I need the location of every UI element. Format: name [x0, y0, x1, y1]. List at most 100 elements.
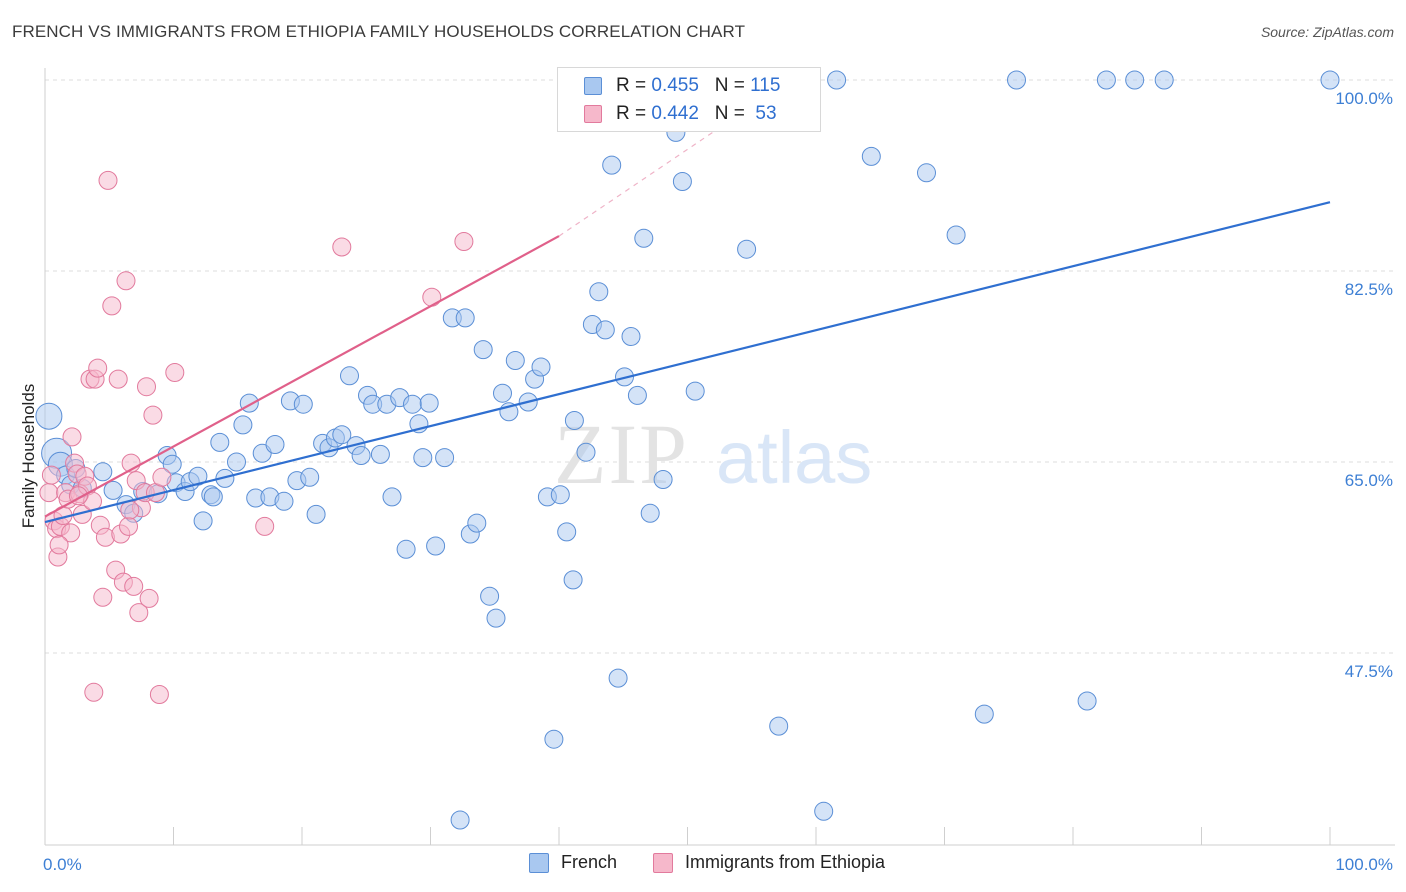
ethiopia-point — [139, 588, 159, 608]
french-point — [351, 446, 371, 465]
y-tick-label: 100.0% — [1335, 89, 1393, 108]
french-point — [455, 308, 475, 328]
french-point — [382, 487, 402, 507]
ethiopia-point — [149, 685, 169, 704]
french-point — [265, 435, 285, 454]
french-point — [274, 491, 294, 511]
legend-swatch-french — [584, 77, 602, 95]
french-point — [563, 570, 583, 590]
french-point — [370, 444, 390, 464]
french-points — [35, 70, 1340, 830]
ethiopia-point — [102, 296, 122, 316]
ethiopia-point — [61, 523, 81, 543]
french-point — [576, 442, 596, 462]
french-point — [486, 608, 506, 628]
ethiopia-point — [98, 170, 118, 190]
french-point — [162, 454, 182, 474]
ethiopia-point — [143, 405, 163, 425]
ethiopia-point — [120, 500, 140, 520]
french-trend-line — [44, 201, 1331, 524]
french-point — [653, 470, 673, 489]
ethiopia-point — [422, 287, 442, 307]
french-point — [672, 172, 692, 191]
french-point — [35, 402, 63, 430]
french-point — [589, 282, 609, 302]
french-point — [827, 70, 847, 90]
x-tick-label-max: 100.0% — [1335, 855, 1393, 874]
y-tick-label: 47.5% — [1345, 662, 1393, 681]
french-point — [493, 383, 512, 403]
french-point — [332, 425, 352, 445]
french-point — [480, 586, 500, 606]
french-point — [435, 448, 455, 468]
french-point — [564, 411, 584, 430]
french-point — [595, 320, 615, 340]
french-point — [557, 522, 577, 542]
bottom-legend-ethiopia[interactable]: Immigrants from Ethiopia — [653, 852, 885, 873]
ethiopia-point — [454, 232, 474, 251]
french-point — [413, 448, 433, 468]
ethiopia-point — [129, 603, 149, 623]
french-point — [227, 452, 246, 472]
french-point — [473, 340, 493, 360]
french-point — [103, 480, 123, 500]
legend-row-french: R = 0.455 N = 115 — [558, 71, 820, 101]
ethiopia-point — [137, 377, 156, 397]
legend-r-value: 0.442 — [651, 103, 699, 124]
y-axis-title: Family Households — [19, 384, 38, 529]
bottom-legend: French Immigrants from Ethiopia — [0, 852, 1406, 878]
french-point — [396, 539, 416, 559]
french-point — [602, 155, 622, 175]
french-point — [621, 327, 641, 346]
ethiopia-point — [255, 516, 275, 536]
french-point — [340, 366, 359, 386]
ethiopia-point — [124, 576, 144, 596]
x-tick-label-min: 0.0% — [43, 855, 82, 874]
french-point — [685, 381, 705, 401]
bottom-legend-french[interactable]: French — [529, 852, 617, 873]
french-point — [505, 351, 525, 370]
watermark-atlas: atlas — [716, 416, 872, 499]
legend-n-value: 53 — [750, 103, 777, 124]
french-point — [467, 513, 487, 533]
french-point — [403, 394, 422, 414]
french-point — [1077, 691, 1097, 711]
french-point — [1007, 70, 1026, 90]
french-point — [426, 536, 446, 556]
french-point — [544, 729, 564, 749]
french-point — [608, 668, 628, 688]
tick-labels: 47.5% 65.0% 82.5% 100.0% 0.0% 100.0% — [43, 89, 1393, 874]
ethiopia-point — [108, 369, 128, 389]
french-point — [1096, 70, 1116, 90]
watermark: ZIP atlas — [554, 406, 872, 502]
legend-n-value: 115 — [750, 75, 781, 96]
axes — [44, 68, 1395, 846]
french-point — [861, 146, 881, 166]
ethiopia-point — [84, 682, 104, 702]
french-point — [203, 487, 223, 507]
french-point — [531, 357, 551, 377]
legend-text-french: R = 0.455 N = 115 — [616, 75, 780, 97]
bottom-legend-label-ethiopia: Immigrants from Ethiopia — [685, 852, 886, 872]
bottom-legend-swatch-french — [529, 852, 549, 873]
french-point — [1154, 70, 1174, 90]
french-point — [419, 393, 439, 413]
french-point — [306, 504, 326, 524]
ethiopia-point — [41, 465, 61, 485]
ethiopia-point — [88, 358, 108, 378]
y-tick-label: 82.5% — [1345, 280, 1393, 299]
french-point — [769, 716, 789, 736]
ethiopia-point — [165, 363, 185, 382]
french-point — [193, 511, 213, 531]
legend-r-label: R = — [616, 75, 652, 96]
ethiopia-trend-line — [44, 235, 560, 518]
legend-text-ethiopia: R = 0.442 N = 53 — [616, 103, 777, 125]
french-point — [550, 485, 570, 505]
chart-title: FRENCH VS IMMIGRANTS FROM ETHIOPIA FAMIL… — [12, 22, 746, 41]
bottom-legend-swatch-ethiopia — [653, 852, 673, 873]
legend-r-value: 0.455 — [651, 75, 699, 96]
ethiopia-points — [39, 170, 474, 704]
french-point — [640, 503, 660, 523]
grid-lines — [45, 79, 1395, 654]
ethiopia-point — [93, 587, 113, 607]
